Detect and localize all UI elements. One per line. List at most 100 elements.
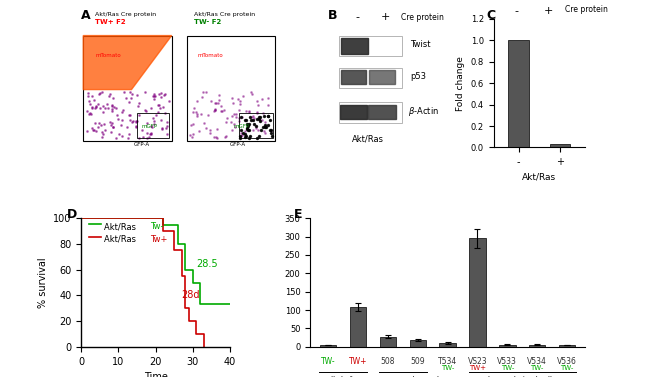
- Point: [227, 100, 238, 106]
- Point: [250, 123, 261, 129]
- Text: tumor derived cells: tumor derived cells: [488, 376, 556, 377]
- Point: [132, 118, 142, 124]
- Point: [187, 135, 197, 141]
- Point: [126, 119, 136, 125]
- Bar: [529, 345, 545, 347]
- Point: [233, 97, 244, 103]
- Point: [231, 111, 242, 117]
- Point: [198, 120, 209, 126]
- Point: [149, 93, 159, 99]
- Point: [146, 130, 156, 136]
- Text: Cre protein: Cre protein: [565, 5, 608, 14]
- Point: [260, 122, 270, 128]
- Point: [100, 127, 110, 133]
- Point: [243, 127, 254, 133]
- Point: [87, 104, 98, 110]
- Point: [201, 89, 211, 95]
- Point: [220, 120, 231, 126]
- Point: [205, 127, 215, 133]
- Point: [229, 124, 240, 130]
- Point: [259, 113, 269, 119]
- Point: [235, 127, 246, 133]
- Text: Twist: Twist: [410, 40, 430, 49]
- Point: [148, 115, 159, 121]
- Point: [244, 114, 255, 120]
- Point: [148, 96, 159, 102]
- Text: T534: T534: [438, 357, 457, 366]
- Text: mGFP: mGFP: [234, 124, 250, 129]
- Text: Cre protein: Cre protein: [401, 13, 444, 22]
- Point: [192, 113, 202, 119]
- Point: [107, 120, 117, 126]
- Point: [103, 105, 113, 111]
- Point: [211, 134, 221, 140]
- Text: -: -: [515, 6, 519, 16]
- Point: [241, 121, 252, 127]
- Point: [90, 106, 101, 112]
- Point: [90, 120, 101, 126]
- Point: [252, 110, 263, 116]
- Point: [212, 126, 222, 132]
- Point: [211, 100, 221, 106]
- Point: [131, 118, 142, 124]
- Point: [220, 134, 230, 140]
- Point: [94, 90, 105, 96]
- Point: [241, 126, 252, 132]
- Point: [157, 125, 167, 131]
- Point: [255, 114, 265, 120]
- Point: [134, 135, 144, 141]
- Polygon shape: [83, 35, 172, 90]
- Bar: [380, 337, 396, 347]
- Text: +: +: [381, 12, 391, 22]
- Point: [154, 91, 164, 97]
- Point: [83, 93, 94, 99]
- Point: [235, 135, 245, 141]
- Point: [198, 89, 209, 95]
- Point: [187, 121, 197, 127]
- Text: $\beta$-Actin: $\beta$-Actin: [408, 105, 439, 118]
- Point: [86, 105, 97, 111]
- Text: A: A: [81, 9, 91, 21]
- Point: [254, 116, 264, 123]
- Point: [107, 101, 118, 107]
- Point: [89, 127, 99, 133]
- Point: [239, 134, 250, 140]
- Point: [257, 117, 267, 123]
- Point: [255, 118, 265, 124]
- Text: TW+: TW+: [349, 357, 367, 366]
- Point: [238, 93, 248, 99]
- Point: [140, 109, 151, 115]
- Point: [131, 123, 141, 129]
- Text: mGFP: mGFP: [142, 124, 158, 129]
- Text: V533: V533: [497, 357, 517, 366]
- Point: [91, 104, 101, 110]
- Point: [105, 129, 116, 135]
- Point: [260, 119, 270, 125]
- Point: [235, 101, 246, 107]
- Point: [151, 112, 161, 118]
- Point: [115, 122, 125, 128]
- Point: [244, 135, 254, 141]
- Point: [263, 113, 273, 119]
- Point: [214, 92, 224, 98]
- Point: [259, 130, 270, 136]
- Point: [263, 95, 274, 101]
- Point: [111, 135, 122, 141]
- Point: [96, 105, 106, 111]
- Point: [209, 134, 219, 140]
- Point: [84, 111, 94, 117]
- Bar: [350, 307, 366, 347]
- Point: [231, 113, 241, 120]
- Point: [132, 92, 142, 98]
- Bar: [499, 345, 515, 347]
- Point: [252, 98, 262, 104]
- Point: [91, 103, 101, 109]
- Text: E: E: [294, 208, 302, 221]
- Point: [117, 117, 127, 123]
- Point: [209, 109, 219, 115]
- Point: [201, 125, 211, 131]
- Point: [114, 131, 124, 137]
- Point: [209, 100, 220, 106]
- Point: [255, 117, 266, 123]
- Point: [159, 92, 169, 98]
